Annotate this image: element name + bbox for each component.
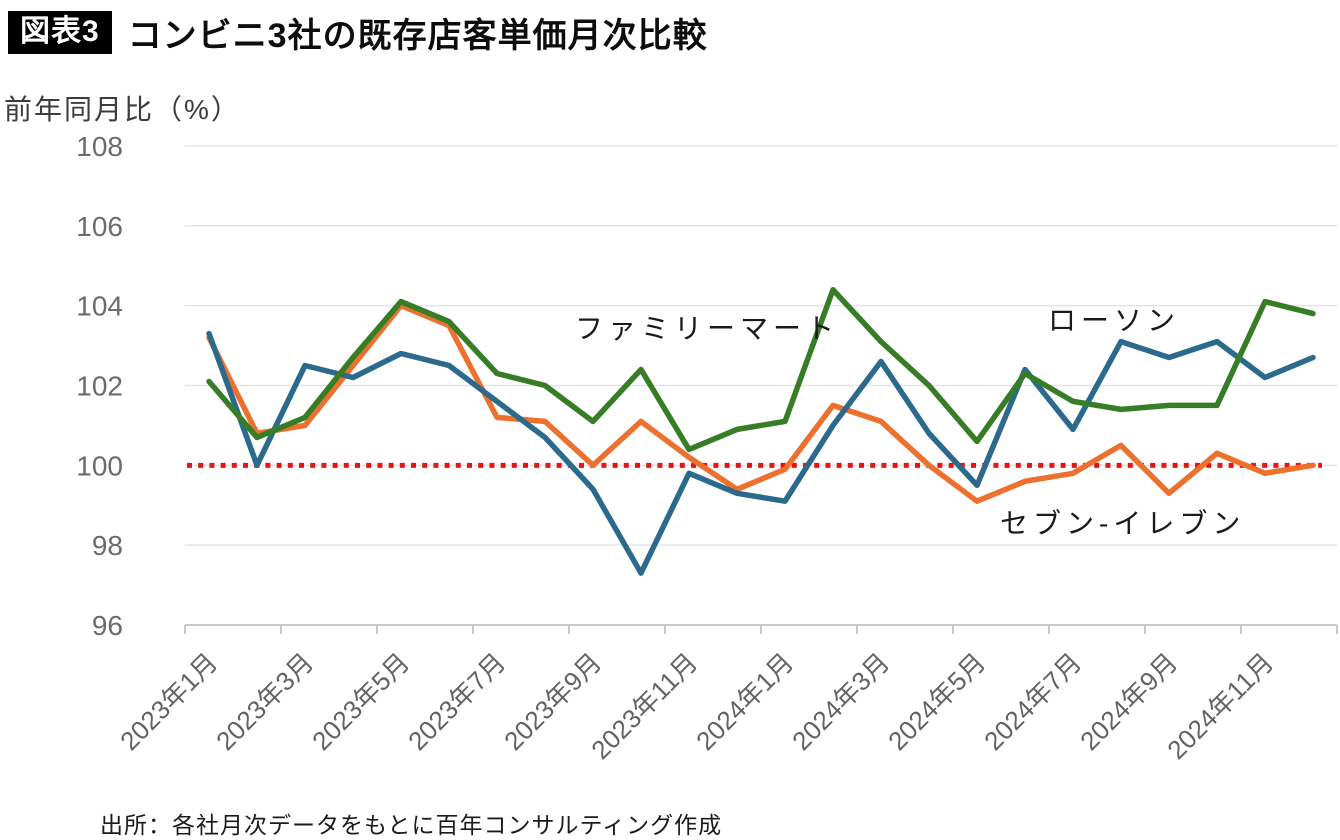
series-labels-layer: ファミリーマート ローソン セブン‐イレブン	[575, 305, 1245, 539]
x-tick-label: 2024年3月	[786, 647, 895, 756]
x-tick-label: 2023年3月	[210, 647, 319, 756]
x-tick-label: 2023年7月	[402, 647, 511, 756]
x-tick-label: 2023年1月	[114, 647, 223, 756]
x-tick-label: 2024年7月	[978, 647, 1087, 756]
series-line-ローソン	[206, 330, 1316, 576]
series-label-seven-eleven: セブン‐イレブン	[1000, 508, 1245, 539]
page-title: コンビニ3社の既存店客単価月次比較	[127, 17, 708, 55]
y-tick-label: 108	[76, 131, 123, 162]
y-tick-label: 106	[76, 211, 123, 242]
series-line-ファミリーマート	[206, 286, 1316, 453]
source-note: 出所：各社月次データをもとに百年コンサルティング作成	[100, 812, 723, 838]
series-label-lawson: ローソン	[1048, 305, 1180, 336]
y-tick-label: 96	[92, 610, 123, 641]
series-line-セブン‐イレブン	[206, 302, 1316, 504]
y-tick-label: 102	[76, 370, 123, 401]
x-tick-label: 2024年5月	[882, 647, 991, 756]
y-axis-title: 前年同月比（%）	[4, 94, 241, 125]
figure-number-badge: 図表3	[8, 11, 112, 54]
y-tick-label: 100	[76, 450, 123, 481]
x-tick-label: 2024年1月	[690, 647, 799, 756]
plot-layer: 96 98 100 102 104 106 108 2023年1月2023年3月2023年5月…	[76, 131, 1338, 765]
series-label-familymart: ファミリーマート	[575, 313, 839, 344]
x-tick-label: 2023年5月	[306, 647, 415, 756]
figure-header: 図表3 コンビニ3社の既存店客単価月次比較	[8, 8, 708, 57]
y-tick-label: 98	[92, 530, 123, 561]
y-tick-label: 104	[76, 291, 123, 322]
